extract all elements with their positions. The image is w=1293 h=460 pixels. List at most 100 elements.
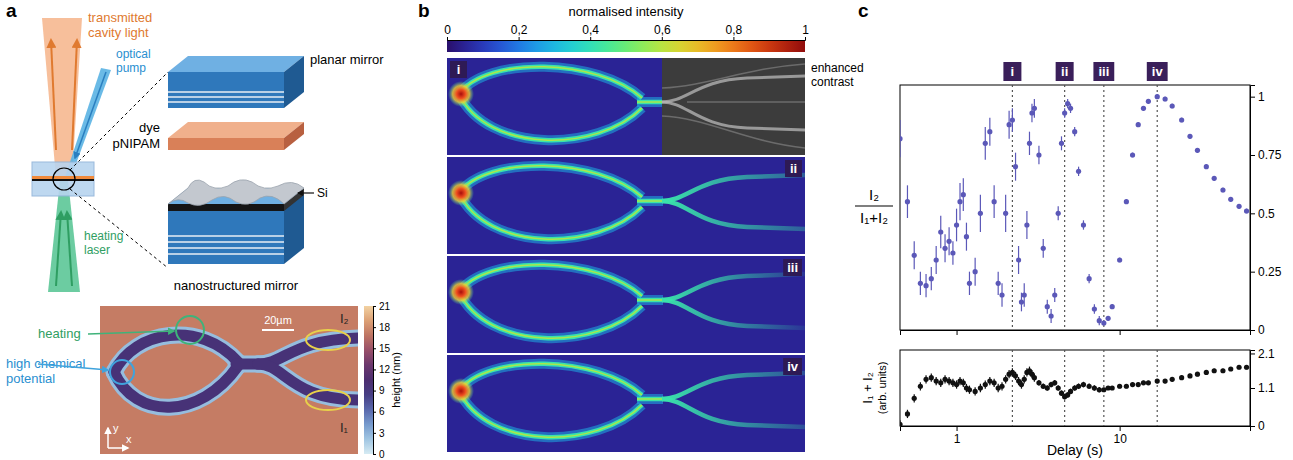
label-nanostructured: nanostructured mirror <box>174 278 299 293</box>
data-point <box>1003 211 1008 216</box>
data-point <box>1087 276 1092 281</box>
y-tick: 0.25 <box>1250 265 1282 279</box>
annotation-line <box>1103 85 1104 330</box>
label-axis-x: x <box>126 433 132 445</box>
tick-mark <box>1120 330 1121 335</box>
text-line: high chemical <box>6 356 86 371</box>
box-top <box>168 122 304 138</box>
condensate-source <box>448 180 474 206</box>
tick-mark <box>373 369 376 370</box>
condensate-glow <box>459 364 642 395</box>
chemical-potential-spot <box>110 360 134 384</box>
data-point <box>1016 257 1021 262</box>
tick-mark <box>733 37 734 40</box>
label-enhanced-contrast: enhancedcontrast <box>811 61 864 89</box>
tick-mark <box>1250 155 1255 156</box>
data-point <box>938 380 943 385</box>
condensate <box>459 364 642 395</box>
tick-label: 0 <box>1258 323 1265 337</box>
data-point <box>1146 380 1151 385</box>
text-line: potential <box>6 371 55 386</box>
sample-layer <box>32 179 94 181</box>
data-point <box>1124 384 1129 389</box>
data-point <box>905 411 910 416</box>
condensate <box>637 199 663 204</box>
tick-mark <box>1250 213 1255 214</box>
data-point <box>942 246 947 251</box>
condensate-source <box>448 81 474 107</box>
data-point <box>1155 378 1160 383</box>
condensate-branch <box>662 201 805 229</box>
tick-label: 2.1 <box>1258 347 1275 361</box>
colorbar-intensity-tick: 0,6 <box>654 23 671 40</box>
data-point <box>1136 382 1141 387</box>
data-point <box>1170 103 1175 108</box>
channel-edge <box>114 366 238 407</box>
data-point <box>1117 384 1122 389</box>
annotation-line <box>1064 350 1065 426</box>
data-point <box>946 239 951 244</box>
data-point <box>900 136 903 141</box>
frame-label: iv <box>787 359 799 374</box>
y-tick: 0.5 <box>1250 207 1275 221</box>
data-point <box>1072 129 1077 134</box>
data-point <box>1036 380 1041 385</box>
sample <box>32 162 94 196</box>
data-point <box>1013 164 1018 169</box>
data-point <box>900 422 903 426</box>
data-point <box>1244 365 1249 370</box>
tick-mark <box>519 37 520 40</box>
colorbar-height-axis: 036912151821 <box>373 301 391 460</box>
frame-label-box <box>450 61 467 78</box>
condensate-core <box>637 101 663 103</box>
pump-beam <box>65 68 111 177</box>
channel <box>258 338 358 364</box>
data-point <box>1228 197 1233 202</box>
tick-mark <box>957 426 958 431</box>
enhanced-streak <box>662 116 805 148</box>
data-point <box>1130 382 1135 387</box>
condensate-core <box>459 292 642 338</box>
frame-label: i <box>457 62 461 77</box>
data-point <box>961 192 966 197</box>
si-arrow <box>298 192 314 193</box>
frame-label: iii <box>787 260 798 275</box>
condensate-core <box>637 299 663 301</box>
data-point <box>929 276 934 281</box>
tick-mark <box>373 433 376 434</box>
tick-mark <box>373 412 376 413</box>
data-point <box>1081 382 1086 387</box>
image-background <box>447 157 805 254</box>
colorbar-height-tick: 21 <box>373 301 391 312</box>
image-content <box>447 157 805 254</box>
tick-label: 10 <box>1113 432 1127 446</box>
condensate-core <box>459 94 642 140</box>
colorbar-height-axis-line <box>374 307 377 455</box>
channel-edge <box>258 338 358 364</box>
data-point <box>1092 306 1097 311</box>
data-point <box>1097 387 1102 392</box>
heating-spot <box>176 316 204 344</box>
tick-mark <box>1250 353 1255 354</box>
image-background <box>447 58 805 155</box>
annotation-label: iv <box>1152 64 1164 79</box>
data-point <box>912 396 917 401</box>
data-point <box>1244 208 1249 213</box>
y-label-numerator: I₂ <box>869 186 879 203</box>
marks <box>900 365 1249 426</box>
colorbar-intensity-tick: 0,2 <box>511 23 528 40</box>
data-point <box>1003 377 1008 382</box>
data-point <box>954 222 959 227</box>
tick-mark <box>447 37 448 40</box>
output-region <box>306 390 350 410</box>
data-point <box>978 211 983 216</box>
annotation-label: ii <box>1061 64 1068 79</box>
condensate <box>459 94 642 140</box>
condensate <box>459 193 642 239</box>
data-point <box>1068 106 1073 111</box>
beam-arrow <box>51 40 56 150</box>
annotation-line <box>1012 350 1013 426</box>
y-tick: 0.75 <box>1250 148 1282 162</box>
text-line: enhanced <box>811 61 864 75</box>
condensate-glow <box>459 67 642 98</box>
